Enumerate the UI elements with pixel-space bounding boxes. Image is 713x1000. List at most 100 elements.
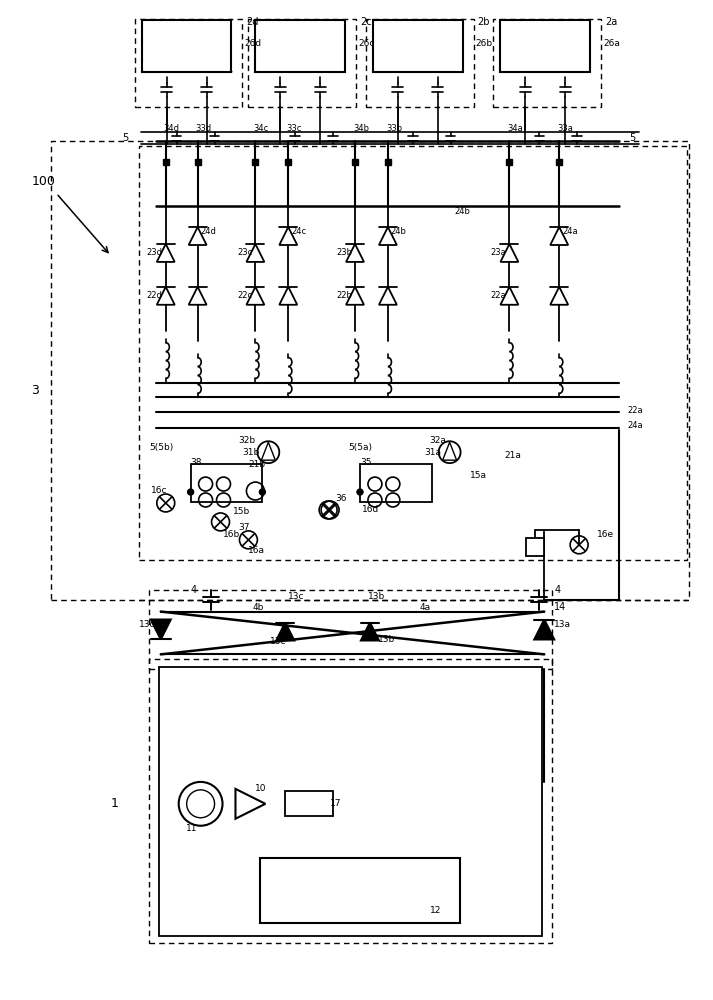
- Text: 37: 37: [238, 523, 250, 532]
- Text: 32a: 32a: [430, 436, 446, 445]
- Text: 33a: 33a: [558, 124, 573, 133]
- Text: 24a: 24a: [562, 227, 578, 236]
- Text: 16b: 16b: [222, 530, 240, 539]
- Polygon shape: [501, 287, 518, 305]
- Polygon shape: [247, 244, 265, 262]
- Text: 16a: 16a: [248, 546, 265, 555]
- Text: 4: 4: [190, 585, 197, 595]
- Text: 24a: 24a: [627, 421, 642, 430]
- Text: 34c: 34c: [253, 124, 269, 133]
- Text: 34a: 34a: [508, 124, 523, 133]
- Polygon shape: [443, 442, 456, 460]
- Text: 4a: 4a: [420, 603, 431, 612]
- Polygon shape: [157, 244, 175, 262]
- Text: 3: 3: [31, 384, 39, 397]
- Text: 33d: 33d: [195, 124, 212, 133]
- Polygon shape: [361, 623, 379, 640]
- Text: 32b: 32b: [238, 436, 255, 445]
- Text: 13b: 13b: [378, 635, 395, 644]
- Text: 10: 10: [255, 784, 267, 793]
- Bar: [556, 159, 562, 165]
- Text: 26c: 26c: [358, 39, 374, 48]
- Bar: [139, 146, 687, 560]
- Text: 17: 17: [330, 799, 342, 808]
- Text: 5: 5: [123, 133, 129, 143]
- Text: 33b: 33b: [386, 124, 402, 133]
- Text: 100: 100: [31, 175, 55, 188]
- Text: 24c: 24c: [291, 227, 307, 236]
- Text: 26a: 26a: [603, 39, 620, 48]
- Bar: [373, 20, 463, 72]
- Bar: [149, 659, 553, 943]
- Polygon shape: [279, 227, 297, 245]
- Text: 31b: 31b: [242, 448, 260, 457]
- Bar: [493, 19, 601, 107]
- Polygon shape: [235, 789, 265, 819]
- Text: 13d: 13d: [139, 620, 156, 629]
- Text: 31a: 31a: [425, 448, 442, 457]
- Text: 36: 36: [335, 494, 347, 503]
- Text: 2d: 2d: [247, 17, 259, 27]
- Polygon shape: [501, 244, 518, 262]
- Text: 21b: 21b: [248, 460, 265, 469]
- Text: 16d: 16d: [362, 505, 379, 514]
- Polygon shape: [534, 620, 554, 639]
- Bar: [252, 159, 258, 165]
- Text: 34d: 34d: [164, 124, 180, 133]
- Text: 1: 1: [111, 797, 119, 810]
- Text: 33c: 33c: [287, 124, 302, 133]
- Text: 11: 11: [185, 824, 198, 833]
- Text: 35: 35: [360, 458, 371, 467]
- Bar: [159, 667, 543, 936]
- Text: 4b: 4b: [252, 603, 264, 612]
- Circle shape: [260, 489, 265, 495]
- Polygon shape: [157, 287, 175, 305]
- Text: 2b: 2b: [478, 17, 490, 27]
- Bar: [51, 141, 689, 600]
- Text: 5: 5: [629, 133, 635, 143]
- Text: 5(5a): 5(5a): [348, 443, 372, 452]
- Text: 22d: 22d: [147, 291, 163, 300]
- Bar: [385, 159, 391, 165]
- Text: 15a: 15a: [470, 471, 486, 480]
- Bar: [255, 20, 345, 72]
- Text: 2a: 2a: [605, 17, 617, 27]
- Bar: [506, 159, 513, 165]
- Polygon shape: [346, 287, 364, 305]
- Text: 13c: 13c: [270, 637, 287, 646]
- Text: 24b: 24b: [455, 207, 471, 216]
- Text: 34b: 34b: [353, 124, 369, 133]
- Polygon shape: [189, 287, 207, 305]
- Text: 26b: 26b: [476, 39, 493, 48]
- Bar: [501, 20, 590, 72]
- Polygon shape: [379, 287, 397, 305]
- Bar: [195, 159, 200, 165]
- Bar: [149, 590, 553, 669]
- Text: 13c: 13c: [288, 592, 304, 601]
- Bar: [360, 464, 431, 502]
- Text: 38: 38: [190, 458, 202, 467]
- Text: 14: 14: [554, 602, 566, 612]
- Text: 21a: 21a: [504, 451, 521, 460]
- Text: 23d: 23d: [147, 248, 163, 257]
- Text: 12: 12: [430, 906, 441, 915]
- Text: 23a: 23a: [491, 248, 506, 257]
- Text: 5(5b): 5(5b): [149, 443, 173, 452]
- Text: 22a: 22a: [627, 406, 642, 415]
- Polygon shape: [279, 287, 297, 305]
- Polygon shape: [189, 227, 207, 245]
- Text: 4: 4: [554, 585, 560, 595]
- Bar: [142, 20, 232, 72]
- Circle shape: [357, 489, 363, 495]
- Polygon shape: [247, 287, 265, 305]
- Text: 16e: 16e: [597, 530, 614, 539]
- Text: 26d: 26d: [245, 39, 262, 48]
- Bar: [135, 19, 242, 107]
- Bar: [285, 159, 291, 165]
- Text: 13b: 13b: [368, 592, 385, 601]
- Bar: [352, 159, 358, 165]
- Bar: [526, 538, 544, 556]
- Text: 22c: 22c: [237, 291, 252, 300]
- Bar: [260, 858, 460, 923]
- Text: 22a: 22a: [491, 291, 506, 300]
